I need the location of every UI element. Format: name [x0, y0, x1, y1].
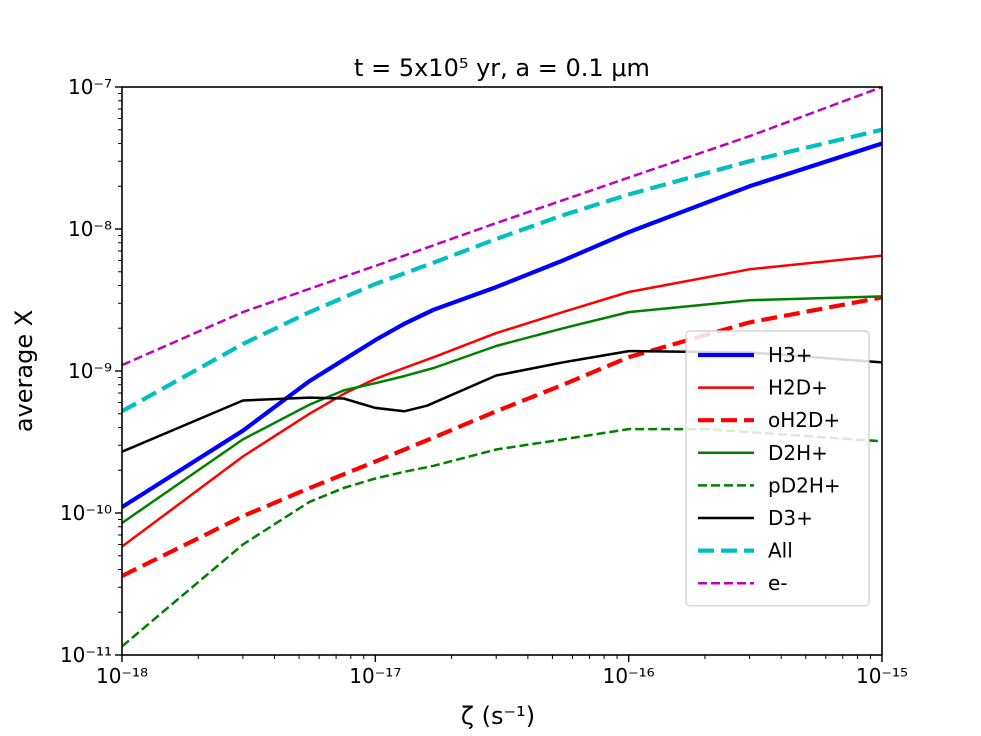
chart-title: t = 5x10⁵ yr, a = 0.1 μm: [354, 54, 650, 82]
x-tick-label: 10⁻¹⁷: [349, 664, 401, 688]
y-tick-label: 10⁻⁷: [68, 75, 112, 99]
series-layer: [122, 87, 882, 648]
series-line-1: [122, 254, 882, 548]
y-tick-label: 10⁻⁹: [68, 359, 112, 383]
legend-label: pD2H+: [768, 473, 841, 497]
x-tick-label: 10⁻¹⁵: [856, 664, 908, 688]
y-axis-label: average X: [10, 310, 38, 432]
series-line-6: [122, 127, 882, 414]
x-tick-label: 10⁻¹⁶: [603, 664, 655, 688]
series-line-3: [122, 295, 882, 525]
series-line-2: [122, 295, 882, 578]
series-line-7: [122, 87, 882, 367]
legend-label: All: [768, 539, 793, 563]
y-tick-label: 10⁻¹¹: [60, 643, 112, 667]
series-line-5: [122, 349, 882, 453]
legend-box: [685, 330, 870, 607]
x-axis: 10⁻¹⁸ 10⁻¹⁷ 10⁻¹⁶ 10⁻¹⁵: [96, 655, 908, 688]
y-tick-label: 10⁻¹⁰: [60, 501, 112, 525]
x-tick-label: 10⁻¹⁸: [96, 664, 148, 688]
y-tick-label: 10⁻⁸: [68, 217, 112, 241]
legend-label: H3+: [768, 343, 813, 367]
legend-label: oH2D+: [768, 408, 840, 432]
legend-label: D3+: [768, 506, 813, 530]
legend-label: e-: [768, 571, 788, 595]
legend-label: H2D+: [768, 376, 828, 400]
y-axis: 10⁻¹¹ 10⁻¹⁰ 10⁻⁹ 10⁻⁸ 10⁻⁷: [60, 75, 122, 667]
series-line-0: [122, 141, 882, 509]
series-line-4: [122, 427, 882, 648]
legend-label: D2H+: [768, 441, 828, 465]
legend: H3+ H2D+ oH2D+ D2H+ pD2H+ D3+ All e-: [685, 330, 870, 607]
x-axis-label: ζ (s⁻¹): [461, 702, 535, 730]
